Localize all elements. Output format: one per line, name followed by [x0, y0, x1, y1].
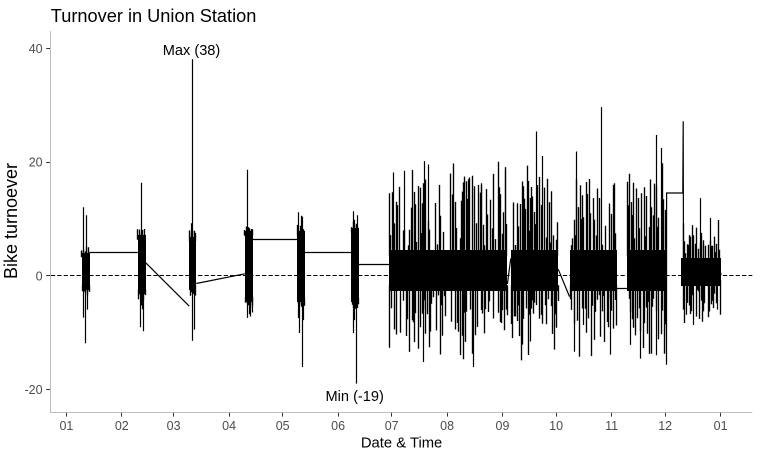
svg-text:05: 05: [276, 419, 290, 433]
svg-text:06: 06: [331, 419, 345, 433]
svg-text:02: 02: [115, 419, 129, 433]
svg-text:01: 01: [59, 419, 73, 433]
svg-text:40: 40: [29, 42, 43, 56]
svg-text:11: 11: [605, 419, 618, 433]
svg-text:01: 01: [714, 419, 728, 433]
svg-text:Bike turnoever: Bike turnoever: [1, 163, 21, 279]
svg-text:20: 20: [29, 156, 43, 170]
svg-text:12: 12: [658, 419, 672, 433]
svg-text:-20: -20: [25, 383, 43, 397]
svg-text:08: 08: [440, 419, 454, 433]
svg-text:0: 0: [36, 269, 43, 283]
svg-text:Turnover in Union Station: Turnover in Union Station: [51, 6, 257, 26]
svg-text:Max (38): Max (38): [163, 43, 221, 59]
svg-text:Min (-19): Min (-19): [326, 389, 384, 405]
svg-text:04: 04: [222, 419, 236, 433]
svg-text:03: 03: [167, 419, 181, 433]
svg-text:07: 07: [385, 419, 399, 433]
svg-text:10: 10: [549, 419, 563, 433]
svg-text:09: 09: [496, 419, 510, 433]
svg-text:Date & Time: Date & Time: [361, 435, 442, 451]
